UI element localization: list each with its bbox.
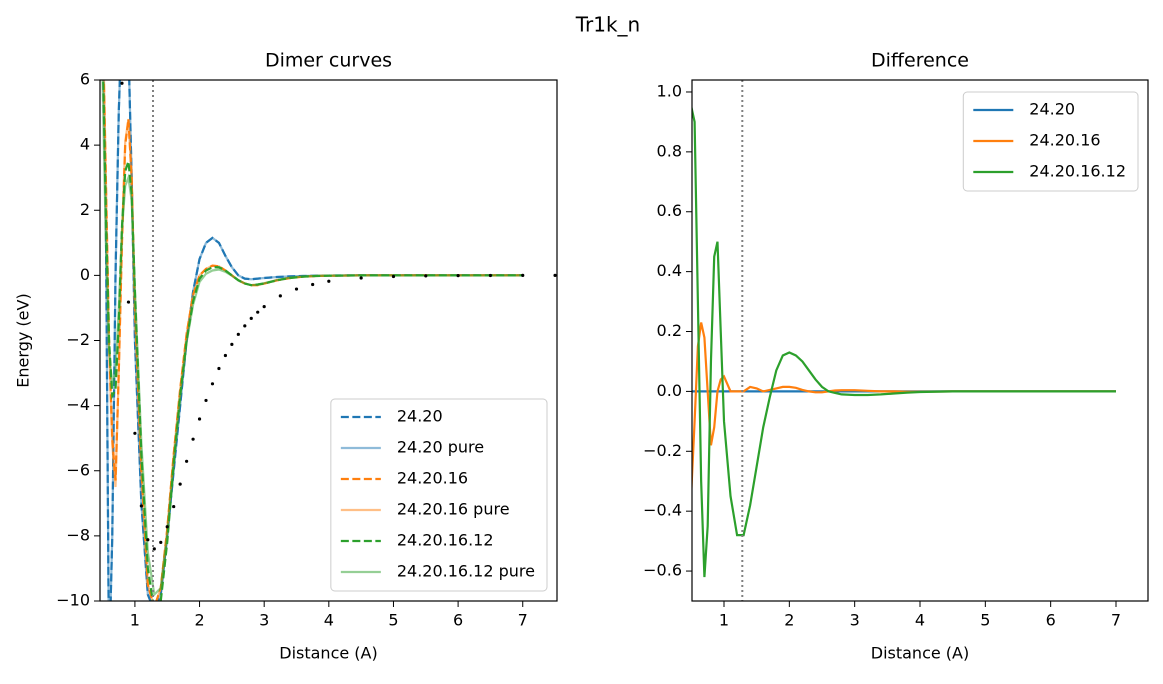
x-tick-label: 7 bbox=[1111, 611, 1121, 630]
plot-area bbox=[101, 80, 557, 601]
x-tick-label: 5 bbox=[980, 611, 990, 630]
y-tick-label: 0 bbox=[80, 265, 90, 284]
reference-point bbox=[210, 382, 215, 386]
reference-point bbox=[178, 482, 182, 486]
x-tick-label: 2 bbox=[194, 611, 204, 630]
legend: 24.20 24.20 pure 24.20.16 24.20.16 pure 24.2… bbox=[330, 398, 548, 592]
legend-label: 24.20.16.12 bbox=[1029, 162, 1126, 181]
x-tick-label: 6 bbox=[1046, 611, 1056, 630]
reference-point bbox=[488, 273, 493, 278]
reference-point bbox=[262, 305, 266, 309]
chart-title: Dimer curves bbox=[265, 50, 392, 72]
x-tick-label: 3 bbox=[850, 611, 860, 630]
x-tick-label: 4 bbox=[915, 611, 925, 630]
legend-label: 24.20 pure bbox=[397, 438, 484, 457]
x-tick-label: 1 bbox=[719, 611, 729, 630]
reference-point bbox=[204, 398, 208, 403]
plot-area bbox=[692, 106, 1116, 578]
reference-point bbox=[152, 547, 156, 551]
reference-point bbox=[146, 538, 150, 542]
reference-point bbox=[521, 273, 525, 278]
x-tick-label: 3 bbox=[259, 611, 269, 630]
axes-frame bbox=[99, 79, 558, 602]
reference-point bbox=[223, 353, 228, 358]
x-tick-label: 4 bbox=[324, 611, 334, 630]
y-tick-label: 0.2 bbox=[657, 321, 682, 340]
y-tick-label: 0.0 bbox=[657, 381, 682, 400]
reference-point bbox=[553, 273, 557, 277]
reference-point bbox=[139, 504, 143, 508]
x-axis-label: Distance (A) bbox=[871, 644, 969, 663]
y-tick-label: 2 bbox=[80, 200, 90, 219]
x-tick-label: 2 bbox=[784, 611, 794, 630]
reference-point bbox=[185, 459, 189, 463]
legend: 24.20 24.20.16 24.20.16.12 bbox=[962, 91, 1139, 192]
reference-point bbox=[294, 287, 299, 291]
legend-label: 24.20.16.12 pure bbox=[397, 562, 535, 581]
y-tick-label: 0.4 bbox=[657, 261, 682, 280]
series-line bbox=[101, 80, 523, 597]
reference-point bbox=[133, 431, 137, 435]
legend-box bbox=[330, 398, 548, 592]
reference-point bbox=[278, 294, 282, 298]
y-tick-label: −4 bbox=[66, 395, 90, 414]
y-tick-label: 6 bbox=[80, 70, 90, 89]
y-tick-label: 0.8 bbox=[657, 141, 682, 160]
axes-frame bbox=[691, 79, 1149, 602]
x-tick-label: 7 bbox=[518, 611, 528, 630]
legend-label: 24.20.16 bbox=[397, 469, 468, 488]
reference-point bbox=[327, 279, 331, 283]
legend-label: 24.20 bbox=[397, 407, 443, 426]
chart-title: Difference bbox=[871, 50, 969, 72]
x-tick-label: 5 bbox=[388, 611, 398, 630]
legend-label: 24.20.16 pure bbox=[397, 500, 510, 519]
reference-point bbox=[120, 81, 124, 85]
y-tick-label: −2 bbox=[66, 330, 90, 349]
y-tick-label: −8 bbox=[66, 525, 90, 544]
y-tick-label: −10 bbox=[56, 591, 90, 610]
reference-point bbox=[126, 300, 131, 304]
figure-title: Tr1k_n bbox=[575, 13, 640, 37]
reference-point bbox=[197, 417, 202, 421]
legend-label: 24.20.16 bbox=[1029, 131, 1100, 150]
reference-point bbox=[359, 276, 363, 280]
y-tick-label: −0.4 bbox=[643, 501, 682, 520]
reference-point bbox=[236, 332, 240, 336]
y-tick-label: −0.2 bbox=[643, 441, 682, 460]
reference-point bbox=[391, 274, 396, 279]
reference-point bbox=[249, 316, 253, 320]
reference-point bbox=[230, 342, 234, 347]
x-tick-label: 6 bbox=[453, 611, 463, 630]
reference-point bbox=[172, 504, 176, 509]
legend-box bbox=[962, 91, 1139, 192]
reference-point bbox=[159, 540, 163, 544]
reference-point bbox=[243, 324, 247, 328]
reference-point bbox=[165, 525, 169, 529]
x-axis-label: Distance (A) bbox=[279, 644, 377, 663]
reference-point bbox=[256, 310, 260, 314]
reference-point bbox=[424, 274, 428, 278]
reference-point bbox=[217, 366, 221, 371]
y-tick-label: −6 bbox=[66, 460, 90, 479]
legend-label: 24.20.16.12 bbox=[397, 531, 494, 550]
legend-label: 24.20 bbox=[1029, 100, 1075, 119]
series-line bbox=[692, 106, 1116, 578]
reference-point bbox=[311, 282, 315, 287]
y-tick-label: 0.6 bbox=[657, 201, 682, 220]
y-tick-label: −0.6 bbox=[643, 561, 682, 580]
reference-point bbox=[456, 274, 460, 278]
x-tick-label: 1 bbox=[130, 611, 140, 630]
reference-point bbox=[191, 437, 195, 441]
y-tick-label: 1.0 bbox=[657, 81, 682, 100]
y-axis-label: Energy (eV) bbox=[14, 293, 33, 387]
y-tick-label: 4 bbox=[80, 135, 90, 154]
